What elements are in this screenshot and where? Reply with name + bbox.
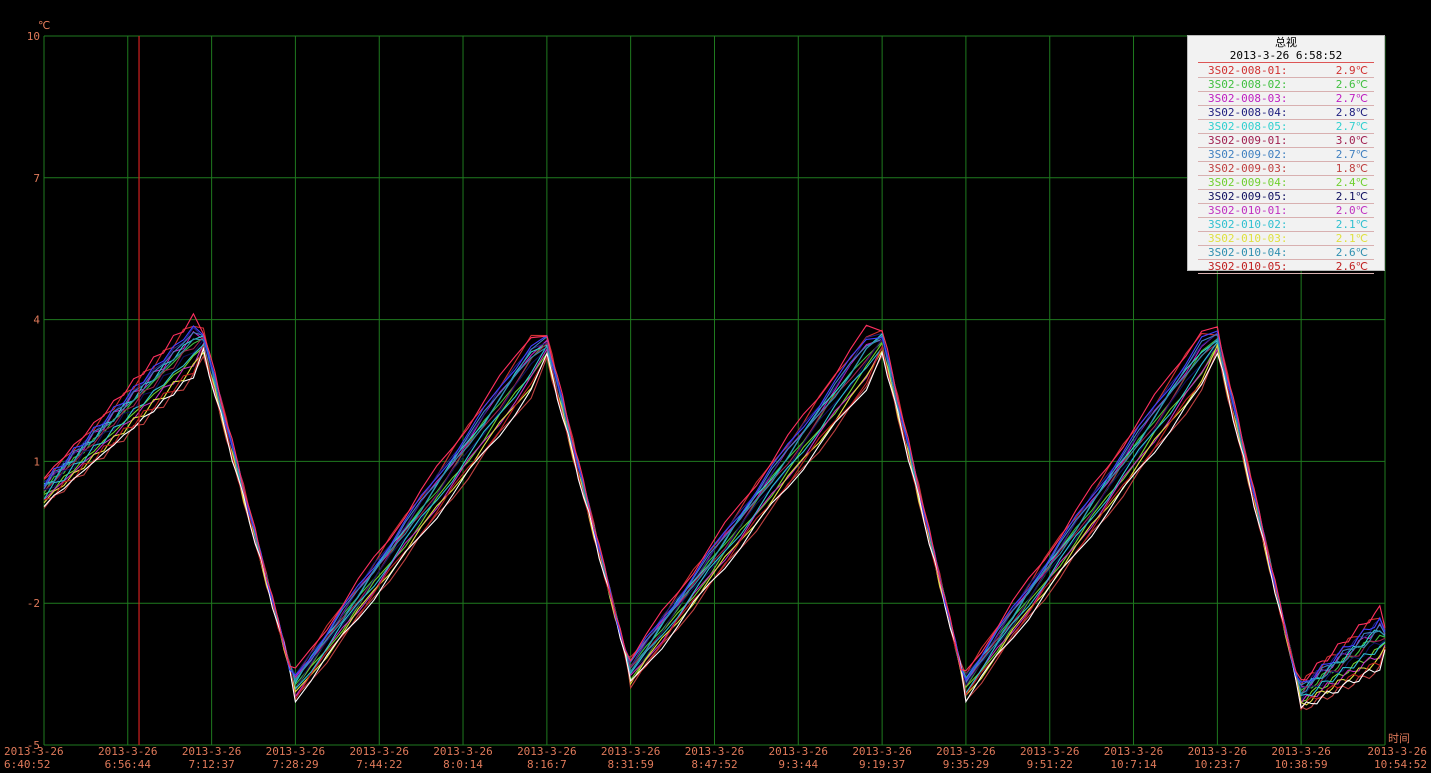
x-axis-ticks: 2013-3-266:40:522013-3-266:56:442013-3-2…	[4, 745, 1427, 771]
series-lines	[43, 312, 1386, 711]
legend-row: 3S02-008-03: 2.7℃	[1198, 92, 1374, 106]
legend-series-name: 3S02-010-02:	[1208, 218, 1288, 231]
y-tick-label-3: 1	[33, 455, 40, 468]
legend-series-value: 2.1℃	[1335, 232, 1368, 245]
legend-box: 总视 2013-3-26 6:58:52 3S02-008-01: 2.9℃ 3S0…	[1187, 35, 1385, 274]
legend-series-name: 3S02-008-05:	[1208, 120, 1288, 133]
x-tick-date-4: 2013-3-26	[349, 745, 409, 758]
x-tick-time-16: 10:54:52	[1374, 758, 1427, 771]
x-tick-date-8: 2013-3-26	[685, 745, 745, 758]
x-axis-label: 时间	[1388, 732, 1410, 745]
y-tick-label-4: -2	[27, 597, 40, 610]
y-tick-label-2: 4	[33, 314, 40, 327]
x-tick-time-15: 10:38:59	[1275, 758, 1328, 771]
legend-series-name: 3S02-008-01:	[1208, 64, 1288, 77]
extra-line-0	[43, 346, 1386, 710]
legend-series-value: 1.8℃	[1335, 162, 1368, 175]
y-axis-ticks: 10 7 4 1 -2 -5	[27, 30, 41, 752]
legend-row: 3S02-008-04: 2.8℃	[1198, 106, 1374, 120]
series-line-14	[43, 344, 1386, 711]
x-tick-time-11: 9:35:29	[943, 758, 989, 771]
legend-series-value: 2.0℃	[1335, 204, 1368, 217]
legend-series-value: 2.7℃	[1335, 148, 1368, 161]
legend-series-value: 2.8℃	[1335, 106, 1368, 119]
legend-series-name: 3S02-008-03:	[1208, 92, 1288, 105]
legend-series-name: 3S02-008-04:	[1208, 106, 1288, 119]
x-tick-time-9: 9:3:44	[778, 758, 818, 771]
x-tick-date-0: 2013-3-26	[4, 745, 64, 758]
y-tick-label-5: -5	[27, 739, 40, 752]
legend-row: 3S02-010-04: 2.6℃	[1198, 246, 1374, 260]
x-tick-date-10: 2013-3-26	[852, 745, 912, 758]
x-tick-time-7: 8:31:59	[607, 758, 653, 771]
x-tick-date-9: 2013-3-26	[768, 745, 828, 758]
legend-row: 3S02-010-05: 2.6℃	[1198, 260, 1374, 274]
legend-series-value: 2.1℃	[1335, 218, 1368, 231]
x-tick-date-7: 2013-3-26	[601, 745, 661, 758]
x-tick-time-3: 7:28:29	[272, 758, 318, 771]
legend-time: 2013-3-26 6:58:52	[1198, 49, 1374, 63]
legend-series-name: 3S02-009-01:	[1208, 134, 1288, 147]
legend-series-name: 3S02-009-05:	[1208, 190, 1288, 203]
x-tick-date-5: 2013-3-26	[433, 745, 493, 758]
x-tick-date-11: 2013-3-26	[936, 745, 996, 758]
x-tick-date-14: 2013-3-26	[1188, 745, 1248, 758]
legend-series-name: 3S02-010-04:	[1208, 246, 1288, 259]
legend-series-name: 3S02-010-03:	[1208, 232, 1288, 245]
y-tick-label-1: 7	[33, 172, 40, 185]
legend-series-value: 2.1℃	[1335, 190, 1368, 203]
legend-series-value: 2.4℃	[1335, 176, 1368, 189]
grid-lines	[43, 35, 1386, 746]
legend-row: 3S02-010-03: 2.1℃	[1198, 232, 1374, 246]
x-tick-time-1: 6:56:44	[105, 758, 152, 771]
legend-series-value: 2.6℃	[1335, 246, 1368, 259]
extra-line-2	[43, 312, 1386, 681]
legend-row: 3S02-009-05: 2.1℃	[1198, 190, 1374, 204]
x-tick-date-12: 2013-3-26	[1020, 745, 1080, 758]
legend-series-value: 2.9℃	[1335, 64, 1368, 77]
legend-row: 3S02-009-03: 1.8℃	[1198, 162, 1374, 176]
x-tick-date-13: 2013-3-26	[1104, 745, 1164, 758]
legend-series-name: 3S02-008-02:	[1208, 78, 1288, 91]
x-tick-time-0: 6:40:52	[4, 758, 50, 771]
x-tick-date-6: 2013-3-26	[517, 745, 577, 758]
legend-row: 3S02-009-04: 2.4℃	[1198, 176, 1374, 190]
x-tick-time-14: 10:23:7	[1194, 758, 1240, 771]
legend-row: 3S02-008-02: 2.6℃	[1198, 78, 1374, 92]
x-tick-time-13: 10:7:14	[1110, 758, 1157, 771]
legend-series-name: 3S02-009-02:	[1208, 148, 1288, 161]
legend-series-value: 2.7℃	[1335, 92, 1368, 105]
legend-rows: 3S02-008-01: 2.9℃ 3S02-008-02: 2.6℃ 3S02-008…	[1188, 64, 1384, 274]
x-tick-date-1: 2013-3-26	[98, 745, 158, 758]
x-tick-time-4: 7:44:22	[356, 758, 402, 771]
x-tick-time-12: 9:51:22	[1027, 758, 1073, 771]
x-tick-time-5: 8:0:14	[443, 758, 483, 771]
legend-row: 3S02-010-02: 2.1℃	[1198, 218, 1374, 232]
x-tick-time-8: 8:47:52	[691, 758, 737, 771]
legend-row: 3S02-009-02: 2.7℃	[1198, 148, 1374, 162]
x-tick-date-16: 2013-3-26	[1367, 745, 1427, 758]
legend-row: 3S02-008-05: 2.7℃	[1198, 120, 1374, 134]
x-tick-date-2: 2013-3-26	[182, 745, 242, 758]
x-tick-date-15: 2013-3-26	[1271, 745, 1331, 758]
x-tick-time-10: 9:19:37	[859, 758, 905, 771]
legend-series-name: 3S02-010-05:	[1208, 260, 1288, 273]
legend-series-name: 3S02-010-01:	[1208, 204, 1288, 217]
x-tick-time-2: 7:12:37	[188, 758, 234, 771]
legend-series-value: 2.6℃	[1335, 78, 1368, 91]
y-tick-label-0: 10	[27, 30, 40, 43]
legend-row: 3S02-008-01: 2.9℃	[1198, 64, 1374, 78]
legend-series-value: 3.0℃	[1335, 134, 1368, 147]
legend-series-name: 3S02-009-03:	[1208, 162, 1288, 175]
legend-series-value: 2.6℃	[1335, 260, 1368, 273]
legend-title: 总视	[1275, 36, 1297, 49]
x-tick-date-3: 2013-3-26	[266, 745, 326, 758]
x-tick-time-6: 8:16:7	[527, 758, 567, 771]
legend-series-value: 2.7℃	[1335, 120, 1368, 133]
legend-row: 3S02-009-01: 3.0℃	[1198, 134, 1374, 148]
legend-series-name: 3S02-009-04:	[1208, 176, 1288, 189]
y-axis-label: ℃	[38, 19, 50, 32]
legend-row: 3S02-010-01: 2.0℃	[1198, 204, 1374, 218]
